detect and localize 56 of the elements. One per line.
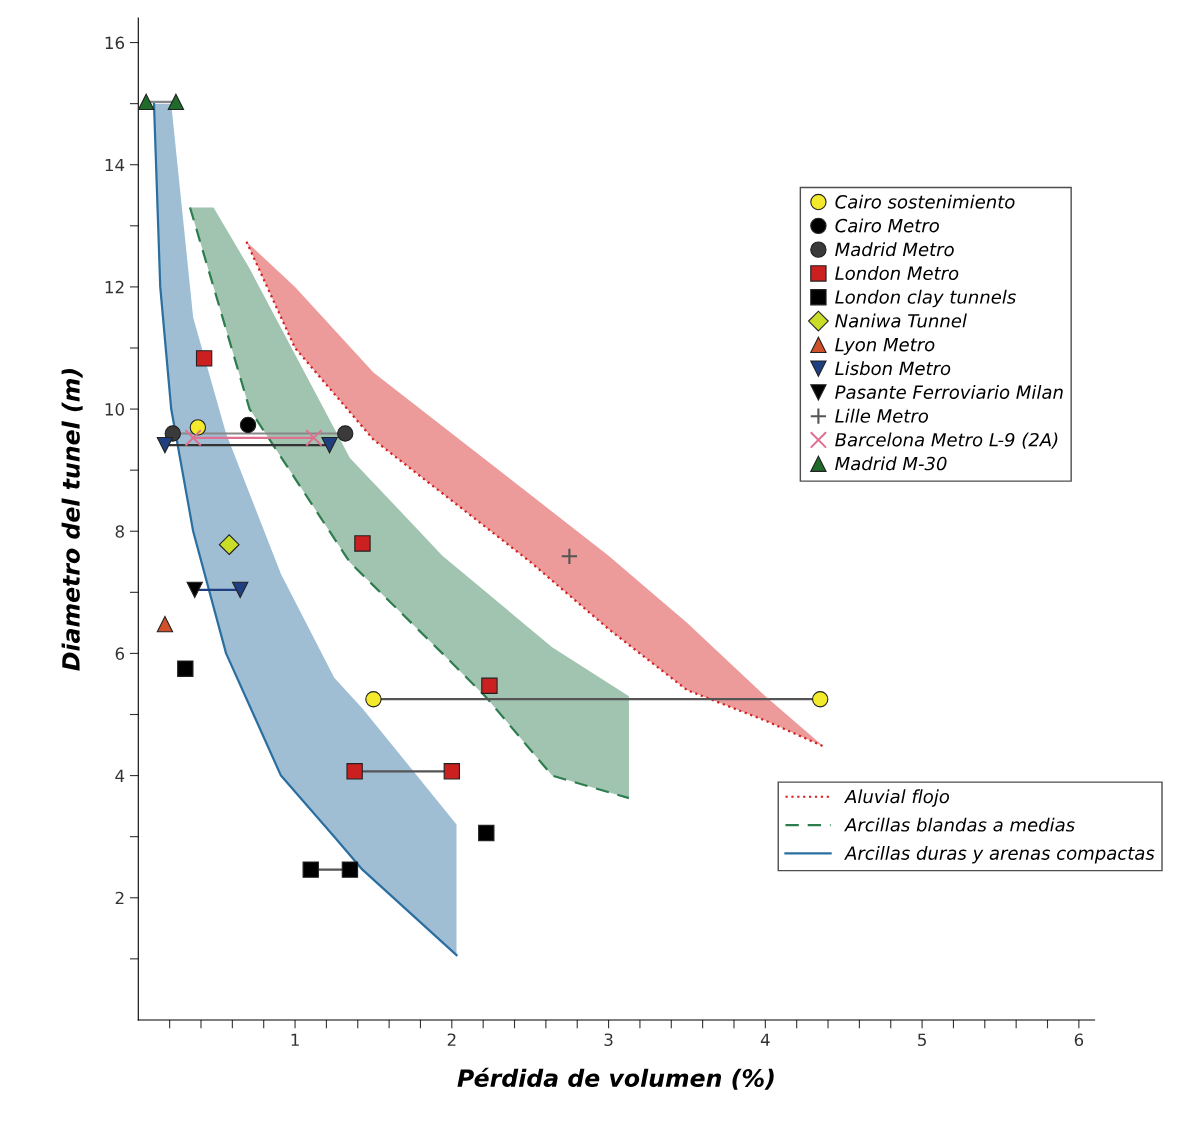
- legend-label: Lille Metro: [835, 408, 929, 423]
- point: [478, 824, 495, 842]
- y-tick-label: 2: [115, 891, 124, 905]
- point: [186, 581, 203, 599]
- point: [156, 615, 174, 633]
- y-tick-label: 6: [115, 647, 125, 660]
- point: [156, 436, 174, 454]
- point: [560, 547, 579, 565]
- point: [239, 416, 257, 434]
- legend-label: London Metro: [835, 266, 959, 281]
- legend-label: Madrid M-30: [835, 456, 947, 471]
- point: [184, 429, 202, 447]
- point: [177, 660, 194, 677]
- legend-label: Lyon Metro: [835, 337, 935, 355]
- x-tick-label: 6: [1074, 1033, 1084, 1047]
- legend-label: Naniwa Tunnel: [835, 313, 967, 328]
- point: [365, 691, 382, 708]
- legend-label: Aluvial flojo: [844, 789, 950, 807]
- x-axis-title: Pérdida de volumen (%): [457, 1067, 774, 1090]
- point: [302, 861, 319, 878]
- point: [341, 861, 359, 878]
- point: [189, 419, 207, 436]
- legend-label: Cairo sostenimiento: [835, 194, 1015, 209]
- y-tick-label: 16: [105, 36, 125, 50]
- legend-label: Arcillas duras y arenas compactas: [844, 845, 1155, 864]
- point: [195, 350, 213, 367]
- point: [443, 763, 461, 780]
- y-tick-label: 10: [105, 403, 124, 416]
- x-tick-label: 4: [760, 1033, 770, 1046]
- point: [812, 691, 829, 708]
- x-tick-label: 2: [447, 1033, 456, 1046]
- point: [321, 436, 338, 454]
- legend-label: Pasante Ferroviario Milan: [835, 385, 1063, 399]
- y-tick-label: 4: [115, 769, 125, 782]
- point: [337, 425, 354, 442]
- point: [231, 581, 249, 599]
- y-axis-title: Diametro del tunel (m): [61, 369, 83, 671]
- point: [218, 534, 240, 556]
- legend-label: Barcelona Metro L-9 (2A): [835, 432, 1058, 449]
- y-tick-label: 8: [115, 525, 124, 538]
- legend-label: Lisbon Metro: [835, 361, 951, 376]
- legend-label: Madrid Metro: [835, 242, 954, 257]
- point: [354, 535, 371, 552]
- x-tick-label: 5: [918, 1033, 926, 1047]
- point: [138, 93, 155, 110]
- point: [305, 429, 323, 447]
- legend-label: Arcillas blandas a medias: [844, 817, 1075, 832]
- point: [346, 763, 363, 780]
- legend-label: Cairo Metro: [835, 218, 939, 233]
- point: [481, 677, 498, 694]
- point: [167, 93, 185, 110]
- x-tick-label: 3: [604, 1033, 613, 1047]
- y-tick-label: 14: [105, 158, 125, 172]
- x-tick-label: 1: [291, 1033, 299, 1046]
- legend-label: London clay tunnels: [835, 289, 1016, 308]
- y-tick-label: 12: [105, 280, 124, 294]
